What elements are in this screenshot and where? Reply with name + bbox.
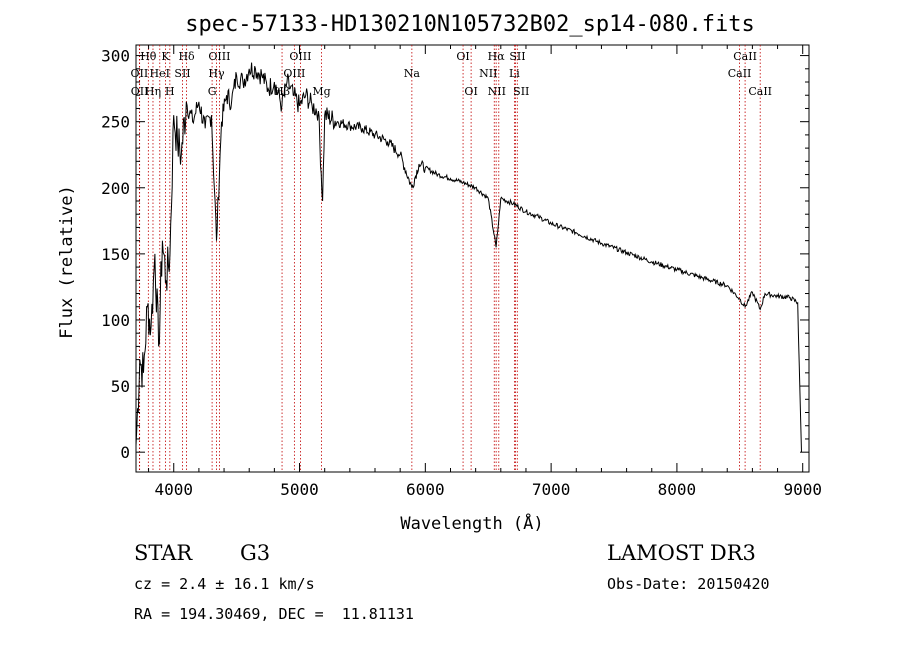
sky-coordinates: RA = 194.30469, DEC = 11.81131 — [134, 605, 414, 623]
line-marker-label: SII — [509, 50, 525, 63]
line-marker-label: Na — [404, 67, 421, 80]
line-marker-label: SII — [174, 67, 190, 80]
spectrum-line — [135, 62, 802, 453]
line-marker-label: OIII — [208, 50, 230, 63]
line-marker-label: Hη — [145, 85, 161, 98]
line-marker-label: CaII — [748, 85, 772, 98]
x-tick-label: 9000 — [783, 480, 822, 499]
line-marker-label: SII — [513, 85, 529, 98]
spectral-line-markers — [138, 45, 761, 472]
line-marker-label: Hγ — [208, 67, 225, 80]
line-marker-label: Hβ — [274, 85, 290, 98]
y-tick-label: 300 — [101, 47, 130, 66]
chart-title: spec-57133-HD130210N105732B02_sp14-080.f… — [185, 12, 755, 37]
y-axis-ticks: 0 50 100 150 200 250 300 — [101, 47, 809, 462]
line-marker-label: OIII — [289, 50, 311, 63]
x-tick-label: 8000 — [658, 480, 697, 499]
line-marker-label: OIII — [283, 67, 305, 80]
y-tick-label: 100 — [101, 311, 130, 330]
x-tick-label: 4000 — [154, 480, 193, 499]
line-marker-label: Hθ — [140, 50, 157, 63]
line-marker-label: HeI — [150, 67, 170, 80]
line-marker-label: NII — [488, 85, 506, 98]
line-marker-label: H — [165, 85, 175, 98]
object-class: STAR — [134, 541, 193, 565]
line-marker-label: NII — [479, 67, 497, 80]
survey-name: LAMOST DR3 — [607, 541, 756, 565]
x-tick-label: 5000 — [280, 480, 319, 499]
line-marker-label: CaII — [728, 67, 752, 80]
line-marker-label: Mg — [312, 85, 330, 98]
line-marker-label: G — [208, 85, 217, 98]
line-marker-label: OI — [464, 85, 477, 98]
y-tick-label: 0 — [120, 443, 130, 462]
y-tick-label: 150 — [101, 245, 130, 264]
y-tick-label: 50 — [111, 377, 130, 396]
line-marker-label: OI — [456, 50, 469, 63]
x-axis-ticks: 4000 5000 6000 7000 8000 9000 — [148, 45, 822, 499]
y-tick-label: 250 — [101, 113, 130, 132]
line-marker-label: K — [161, 50, 170, 63]
line-marker-label: Hα — [488, 50, 506, 63]
y-axis-label: Flux (relative) — [57, 185, 77, 339]
x-tick-label: 7000 — [532, 480, 571, 499]
plot-frame — [135, 44, 810, 473]
redshift-readout: cz = 2.4 ± 16.1 km/s — [134, 575, 315, 593]
line-marker-label: Li — [509, 67, 520, 80]
x-tick-label: 6000 — [406, 480, 445, 499]
line-marker-label: Hδ — [178, 50, 195, 63]
x-axis-label: Wavelength (Å) — [400, 512, 543, 534]
observation-date: Obs-Date: 20150420 — [607, 575, 770, 593]
y-tick-label: 200 — [101, 179, 130, 198]
line-marker-label: CaII — [733, 50, 757, 63]
line-marker-label: OII — [131, 85, 149, 98]
line-marker-label: OII — [131, 67, 149, 80]
spectral-subclass: G3 — [240, 541, 270, 565]
